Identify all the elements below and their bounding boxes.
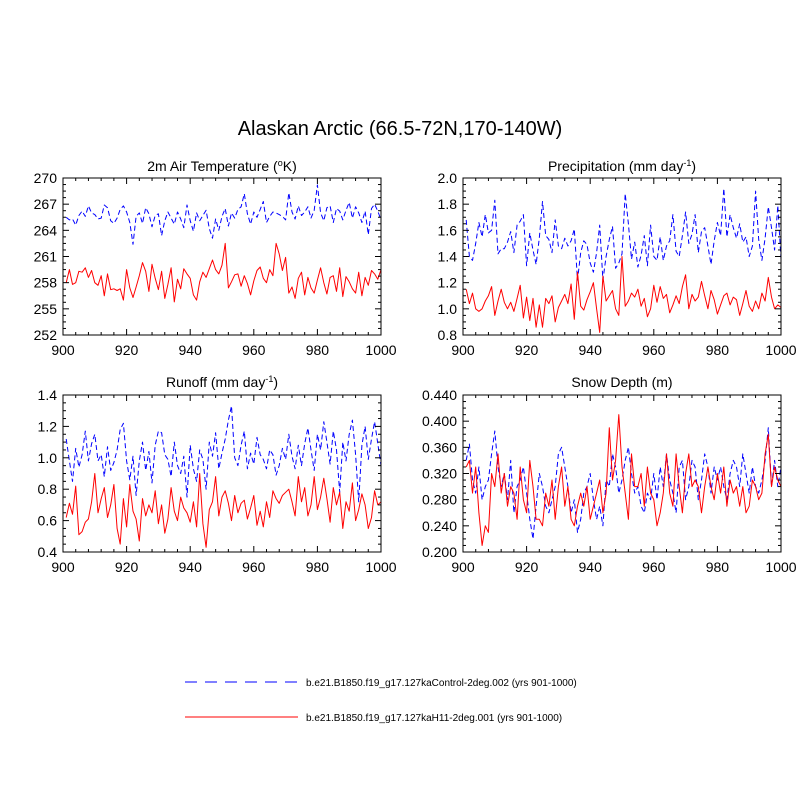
series-line-control (65, 405, 382, 503)
x-tick-label: 920 (515, 342, 539, 358)
x-tick-label: 920 (515, 559, 539, 575)
x-tick-label: 980 (706, 559, 730, 575)
y-tick-label: 1.6 (438, 222, 458, 238)
x-tick-label: 1000 (765, 559, 796, 575)
y-tick-label: 0.280 (422, 492, 457, 508)
y-tick-label: 0.240 (422, 518, 457, 534)
x-tick-label: 960 (642, 342, 666, 358)
series-line-h11 (65, 242, 382, 303)
y-tick-label: 252 (34, 327, 58, 343)
y-tick-label: 261 (34, 249, 58, 265)
y-tick-label: 267 (34, 196, 58, 212)
x-tick-label: 940 (579, 342, 603, 358)
y-tick-label: 1.0 (38, 450, 58, 466)
x-tick-label: 900 (51, 342, 75, 358)
y-tick-label: 2.0 (438, 170, 458, 186)
x-tick-label: 900 (451, 342, 475, 358)
series-line-control (65, 184, 382, 245)
y-tick-label: 0.440 (422, 387, 457, 403)
x-tick-label: 920 (115, 342, 139, 358)
panel-title: 2m Air Temperature (oK) (147, 158, 296, 174)
y-tick-label: 270 (34, 170, 58, 186)
x-tick-label: 960 (242, 342, 266, 358)
y-tick-label: 0.360 (422, 439, 457, 455)
x-tick-label: 940 (579, 559, 603, 575)
panel-precipitation: Precipitation (mm day-1) 900 920 940 960 980… (438, 158, 797, 358)
y-tick-label: 1.4 (38, 387, 58, 403)
y-tick-label: 1.2 (38, 418, 58, 434)
y-tick-label: 0.4 (38, 544, 58, 560)
x-tick-label: 1000 (365, 342, 396, 358)
x-tick-label: 1000 (765, 342, 796, 358)
x-tick-label: 980 (306, 342, 330, 358)
series-line-h11 (465, 414, 782, 546)
panel-snow-depth: Snow Depth (m) 900 920 940 960 980 1000 0.200 0… (422, 374, 797, 575)
legend-control-label: b.e21.B1850.f19_g17.127kaControl-2deg.00… (306, 678, 577, 689)
y-tick-label: 0.320 (422, 466, 457, 482)
legend-h11-label: b.e21.B1850.f19_g17.127kaH11-2deg.001 (y… (306, 713, 562, 724)
y-tick-label: 1.0 (438, 301, 458, 317)
y-tick-label: 0.8 (38, 481, 58, 497)
x-tick-label: 980 (706, 342, 730, 358)
x-tick-label: 980 (306, 559, 330, 575)
x-tick-label: 900 (51, 559, 75, 575)
y-tick-label: 1.4 (438, 249, 458, 265)
y-tick-label: 0.400 (422, 413, 457, 429)
y-tick-label: 1.2 (438, 275, 458, 291)
y-tick-label: 264 (34, 222, 58, 238)
series-line-h11 (65, 473, 382, 548)
panel-runoff: Runoff (mm day-1) 900 920 940 960 980 1000 0.4… (38, 374, 397, 575)
series-line-control (465, 188, 782, 281)
x-tick-label: 940 (179, 342, 203, 358)
panel-title: Snow Depth (m) (571, 374, 672, 390)
x-tick-label: 960 (642, 559, 666, 575)
panel-title: Runoff (mm day-1) (166, 374, 278, 390)
y-tick-label: 255 (34, 301, 58, 317)
y-tick-label: 1.8 (438, 196, 458, 212)
y-tick-label: 258 (34, 275, 58, 291)
x-tick-label: 1000 (365, 559, 396, 575)
x-tick-label: 900 (451, 559, 475, 575)
x-tick-label: 960 (242, 559, 266, 575)
panel-title: Precipitation (mm day-1) (548, 158, 696, 174)
panel-air-temperature: 2m Air Temperature (oK) 900 920 940 960 980 1… (34, 158, 397, 358)
y-tick-label: 0.200 (422, 544, 457, 560)
y-tick-label: 0.8 (438, 327, 458, 343)
x-tick-label: 920 (115, 559, 139, 575)
series-line-h11 (465, 256, 782, 333)
legend: b.e21.B1850.f19_g17.127kaControl-2deg.00… (185, 678, 577, 724)
figure-title: Alaskan Arctic (66.5-72N,170-140W) (238, 118, 563, 140)
x-tick-label: 940 (179, 559, 203, 575)
y-tick-label: 0.6 (38, 513, 58, 529)
